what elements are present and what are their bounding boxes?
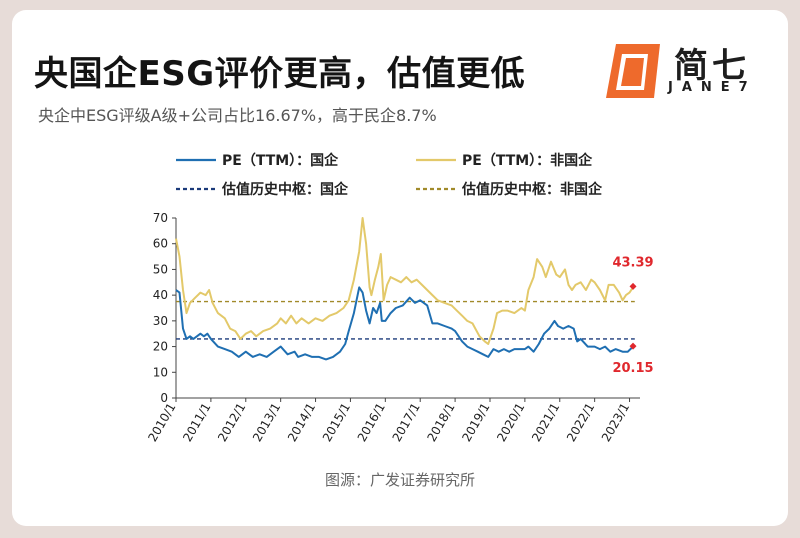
y-tick-label: 10 <box>153 365 168 379</box>
x-tick-label: 2022/1 <box>564 401 597 445</box>
brand-logo: 简七 JANE7 <box>604 40 754 102</box>
y-tick-label: 70 <box>153 211 168 225</box>
x-tick-label: 2016/1 <box>355 401 388 445</box>
annotation-marker <box>629 342 637 350</box>
brand-logo-mark-icon <box>606 44 660 98</box>
annotation-label-1: 20.15 <box>612 361 653 376</box>
y-tick-label: 60 <box>153 237 168 251</box>
source-caption: 图源：广发证券研究所 <box>324 471 475 489</box>
series-line-0 <box>175 286 634 361</box>
x-tick-label: 2012/1 <box>215 401 248 445</box>
x-tick-label: 2017/1 <box>390 401 423 445</box>
x-tick-label: 2015/1 <box>320 401 353 445</box>
y-tick-label: 0 <box>160 391 168 405</box>
chart-series <box>175 217 635 361</box>
page-title: 央国企ESG评价更高，估值更低 <box>34 54 526 94</box>
y-tick-label: 40 <box>153 288 168 302</box>
y-tick-label: 30 <box>153 314 168 328</box>
page-subtitle: 央企中ESG评级A级+公司占比16.67%，高于民企8.7% <box>38 106 437 125</box>
annotation-label-0: 43.39 <box>612 255 653 270</box>
x-tick-label: 2010/1 <box>145 401 178 445</box>
legend-label-2: 估值历史中枢：国企 <box>221 181 349 198</box>
legend-label-0: PE（TTM）：国企 <box>222 152 339 169</box>
x-tick-label: 2018/1 <box>424 401 457 445</box>
annotation-marker <box>629 282 637 290</box>
x-tick-label: 2011/1 <box>180 401 213 445</box>
x-tick-label: 2020/1 <box>494 401 527 445</box>
y-tick-label: 50 <box>153 262 168 276</box>
y-tick-label: 20 <box>153 340 168 354</box>
x-tick-label: 2014/1 <box>285 401 318 445</box>
x-tick-label: 2019/1 <box>459 401 492 445</box>
legend-label-1: PE（TTM）：非国企 <box>462 152 593 169</box>
chart-annotations: 43.39 20.15 <box>612 255 653 376</box>
x-tick-label: 2023/1 <box>599 401 632 445</box>
brand-logo-text: 简七 <box>674 46 750 86</box>
legend-label-3: 估值历史中枢：非国企 <box>461 181 603 198</box>
x-tick-label: 2021/1 <box>529 401 562 445</box>
content-card <box>12 10 788 526</box>
series-line-1 <box>175 217 634 345</box>
brand-logo-subtext: JANE7 <box>668 80 757 95</box>
x-tick-label: 2013/1 <box>250 401 283 445</box>
